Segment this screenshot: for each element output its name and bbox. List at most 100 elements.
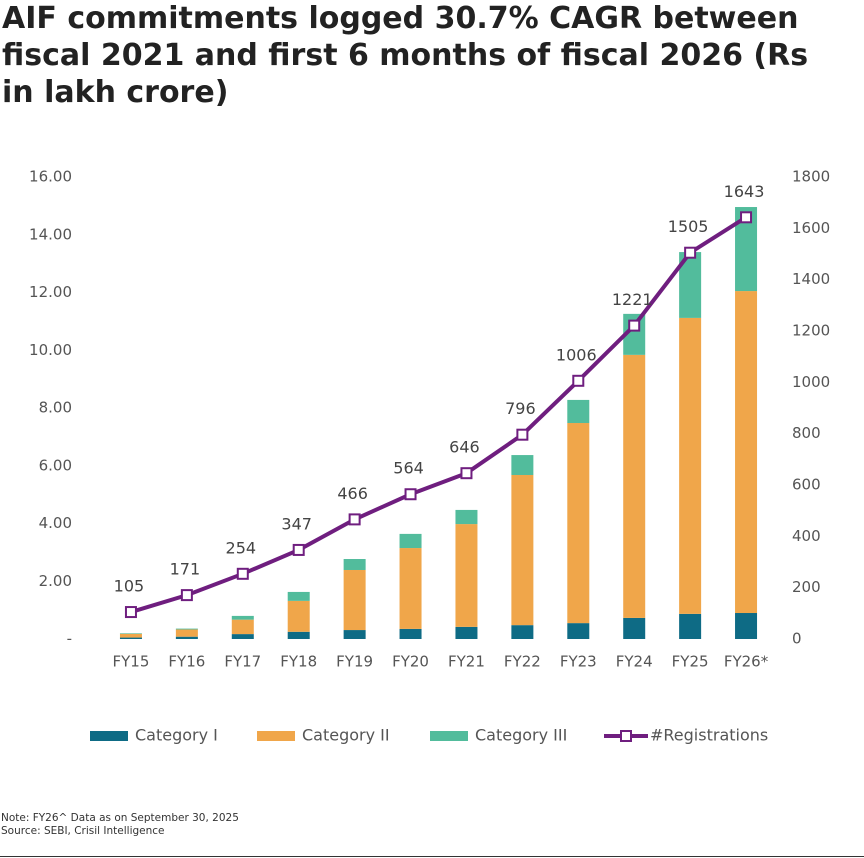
bar-segment — [511, 625, 534, 639]
line-marker — [124, 606, 137, 619]
x-tick-label: FY23 — [560, 653, 597, 671]
data-label: 1221 — [612, 290, 653, 309]
bar-segment — [735, 207, 758, 292]
x-tick-label: FY26* — [724, 653, 769, 671]
y-tick-label: - — [67, 630, 72, 648]
bar-segment — [735, 291, 758, 614]
y2-tick-label: 600 — [792, 476, 821, 494]
bar-segment — [287, 591, 310, 601]
source: Source: SEBI, Crisil Intelligence — [1, 825, 165, 837]
bar-segment — [455, 524, 478, 627]
bar-segment — [399, 628, 422, 639]
legend-swatch — [90, 731, 128, 741]
y-tick-label: 12.00 — [29, 283, 72, 301]
y2-tick-label: 1000 — [792, 373, 830, 391]
bar-segment — [287, 600, 310, 632]
bar-segment — [119, 633, 142, 634]
y-tick-label: 10.00 — [29, 341, 72, 359]
y2-tick-label: 1800 — [792, 168, 830, 186]
bar-segment — [567, 399, 590, 424]
bar-segment — [175, 636, 198, 639]
data-label: 171 — [170, 560, 201, 579]
legend-label: Category I — [135, 726, 218, 745]
data-label: 796 — [505, 399, 536, 418]
line-marker — [404, 488, 417, 501]
data-label: 254 — [226, 538, 257, 557]
line-marker — [236, 567, 249, 580]
line-marker — [460, 467, 473, 480]
line-marker — [628, 319, 641, 332]
y-tick-label: 6.00 — [39, 456, 72, 474]
x-tick-label: FY25 — [672, 653, 709, 671]
y2-tick-label: 800 — [792, 424, 821, 442]
y2-tick-label: 1400 — [792, 270, 830, 288]
bar-segment — [343, 559, 366, 570]
legend-swatch — [430, 731, 468, 741]
bar-segment — [175, 628, 198, 630]
bar-segment — [567, 623, 590, 639]
data-label: 347 — [281, 514, 312, 533]
y2-tick-label: 1600 — [792, 219, 830, 237]
bar-segment — [679, 252, 702, 318]
x-tick-label: FY22 — [504, 653, 541, 671]
bar-segment — [119, 633, 142, 638]
y-tick-label: 8.00 — [39, 399, 72, 417]
line-marker — [292, 543, 305, 556]
y2-tick-label: 1200 — [792, 322, 830, 340]
bar-segment — [455, 509, 478, 525]
x-tick-label: FY21 — [448, 653, 485, 671]
y-tick-label: 4.00 — [39, 514, 72, 532]
bar-segment — [511, 455, 534, 475]
x-tick-label: FY17 — [224, 653, 261, 671]
bar-segment — [399, 548, 422, 629]
y-tick-label: 2.00 — [39, 572, 72, 590]
data-label: 1505 — [668, 217, 709, 236]
chart-title: AIF commitments logged 30.7% CAGR betwee… — [2, 1, 809, 110]
x-tick-label: FY20 — [392, 653, 429, 671]
legend-marker — [620, 730, 632, 742]
bottom-rule — [0, 856, 864, 857]
y2-tick-label: 400 — [792, 527, 821, 545]
bar-segment — [455, 626, 478, 639]
bar-segment — [343, 569, 366, 631]
bar-segment — [735, 613, 758, 639]
data-label: 1006 — [556, 345, 597, 364]
data-label: 466 — [337, 484, 368, 503]
legend-label: Category III — [475, 726, 567, 745]
line — [130, 215, 748, 614]
data-label: 564 — [393, 459, 424, 478]
y-tick-label: 14.00 — [29, 225, 72, 243]
bar-segment — [343, 630, 366, 639]
legend-swatch — [257, 731, 295, 741]
bar-segment — [679, 317, 702, 614]
line-marker — [516, 428, 529, 441]
line-marker — [684, 246, 697, 259]
bar-segment — [399, 533, 422, 549]
bar-segment — [231, 634, 254, 639]
line-marker — [572, 374, 585, 387]
bar-segment — [287, 631, 310, 639]
line-marker — [740, 211, 753, 224]
bar-segment — [567, 423, 590, 624]
y2-tick-label: 0 — [792, 630, 802, 648]
note: Note: FY26^ Data as on September 30, 202… — [1, 812, 239, 824]
data-label: 105 — [114, 577, 145, 596]
y-tick-label: 16.00 — [29, 168, 72, 186]
x-tick-label: FY19 — [336, 653, 373, 671]
x-tick-label: FY18 — [280, 653, 317, 671]
bar-segment — [119, 637, 142, 639]
line-marker — [348, 513, 361, 526]
bar-segment — [623, 617, 646, 639]
legend-label: #Registrations — [650, 726, 768, 745]
bar-segment — [231, 619, 254, 635]
bar-segment — [175, 629, 198, 637]
line-marker — [180, 589, 193, 602]
x-tick-label: FY15 — [113, 653, 150, 671]
data-label: 1643 — [724, 182, 765, 201]
x-tick-label: FY24 — [616, 653, 653, 671]
bar-segment — [511, 474, 534, 626]
data-label: 646 — [449, 438, 480, 457]
bar-segment — [231, 615, 254, 620]
legend-label: Category II — [302, 726, 390, 745]
bar-segment — [679, 613, 702, 639]
